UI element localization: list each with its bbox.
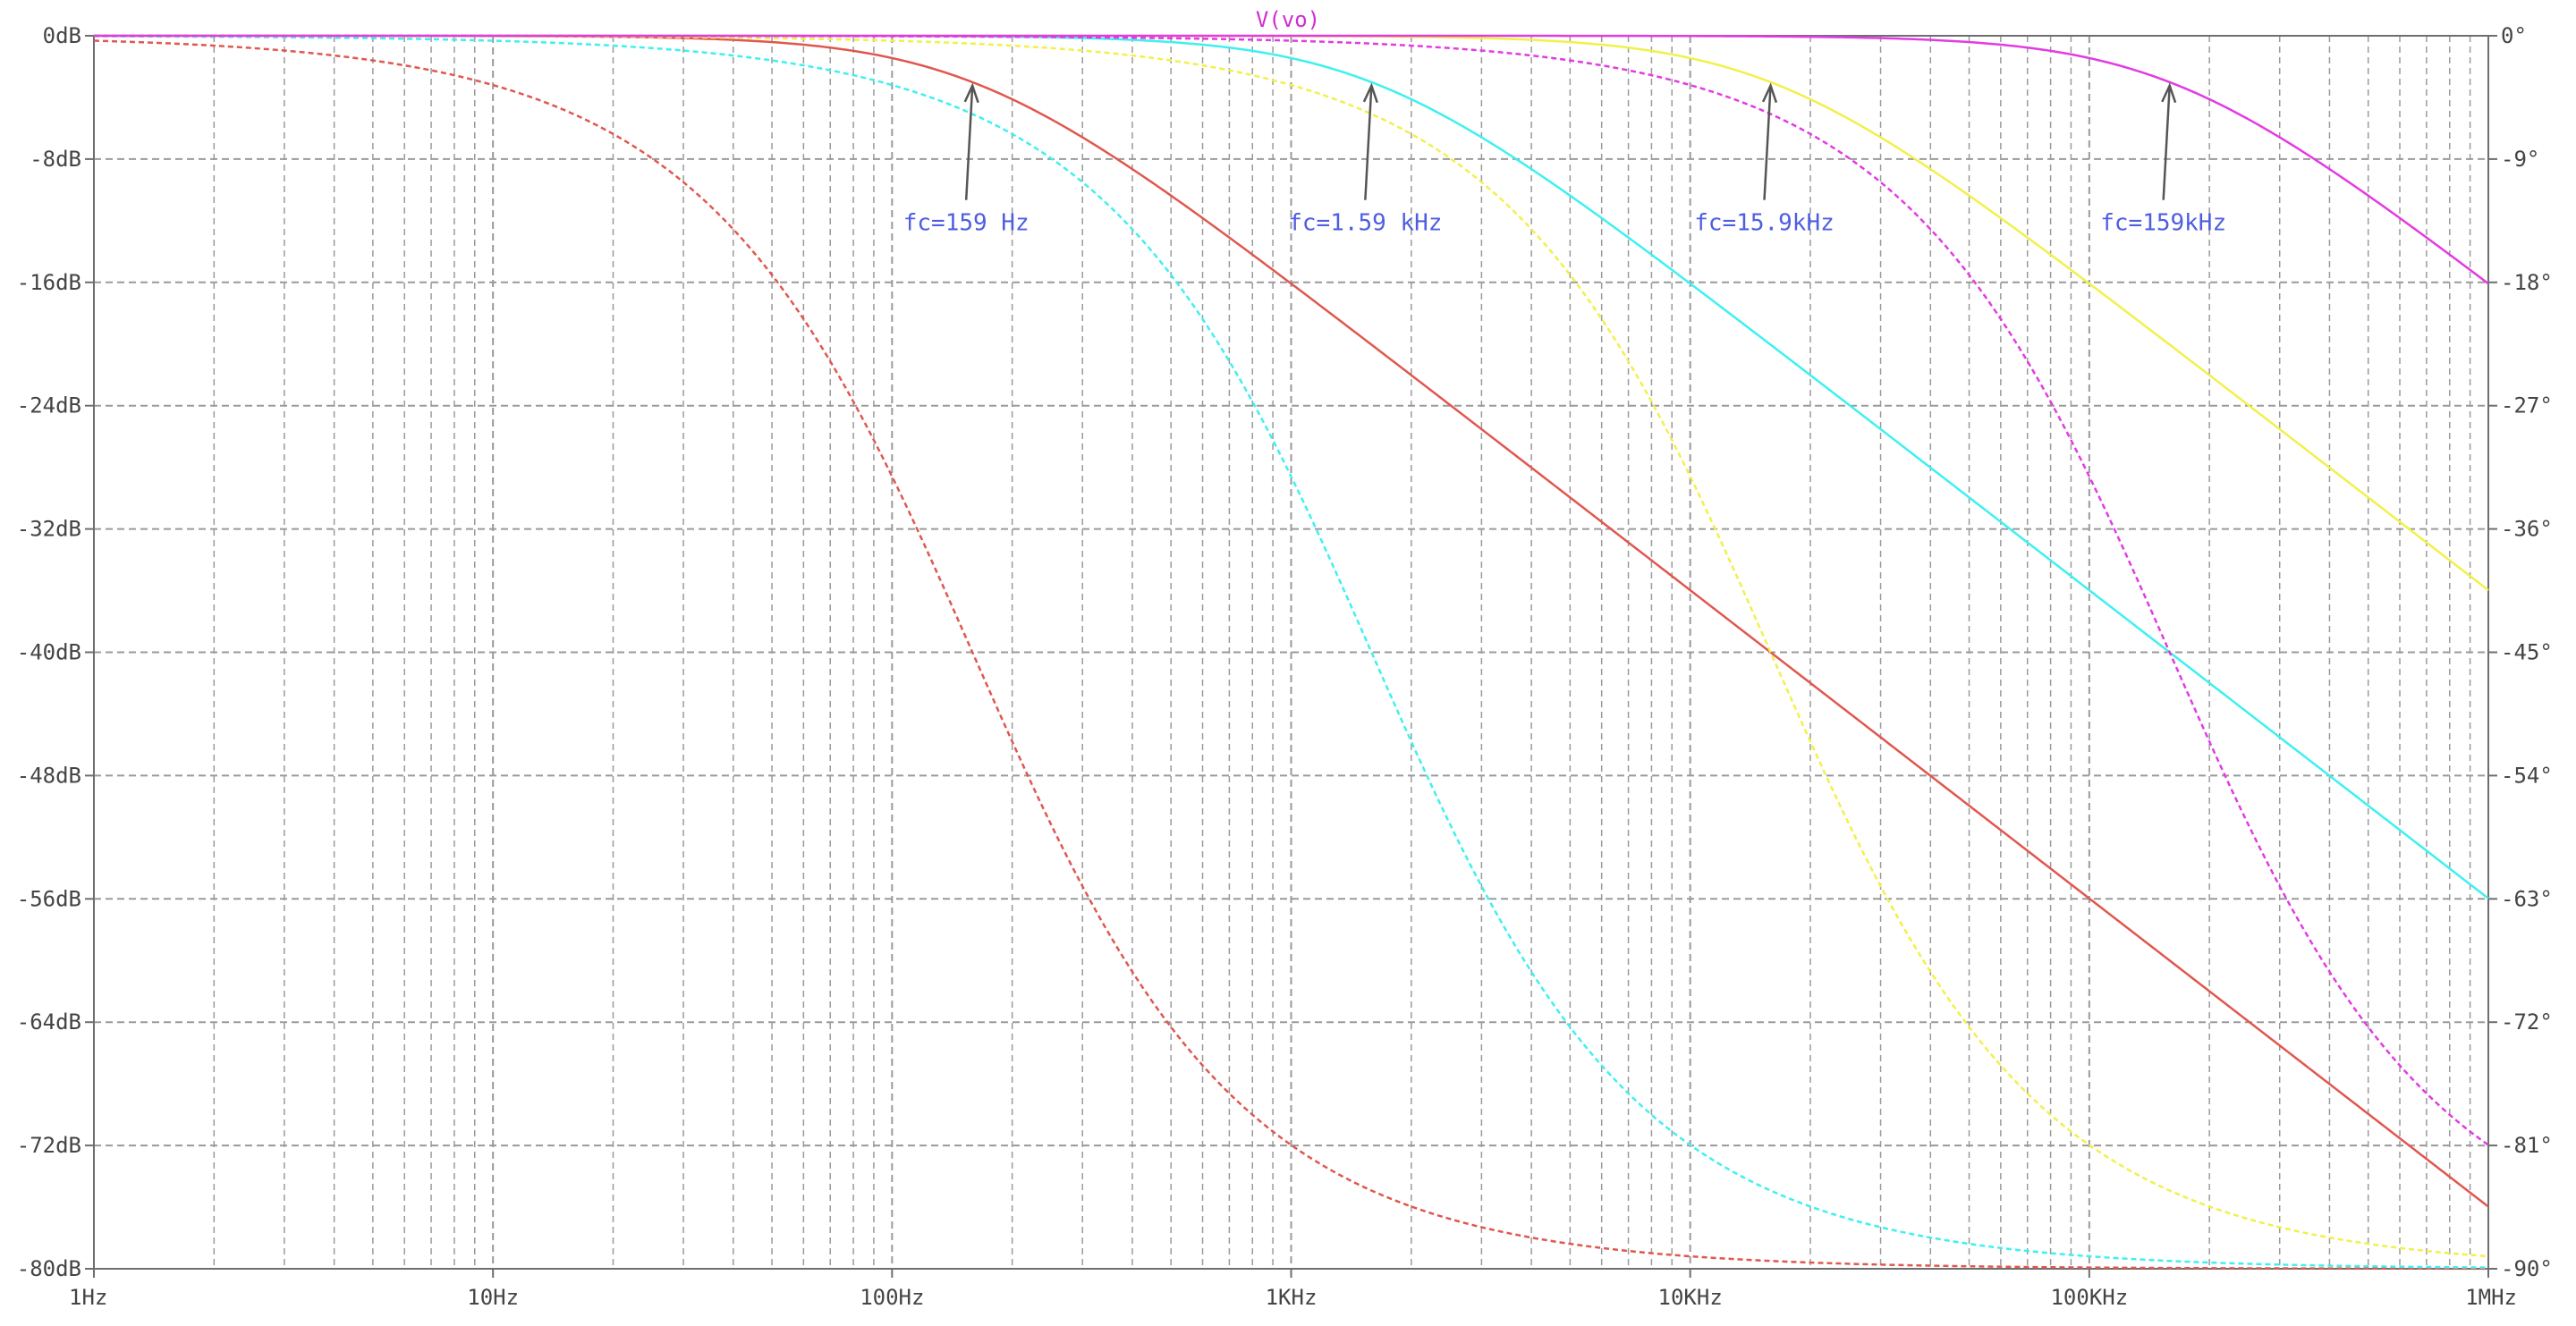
annotation-arrow-head xyxy=(2161,82,2177,104)
y2-tick-label: -18° xyxy=(2501,270,2553,295)
y2-tick-label: -9° xyxy=(2501,147,2539,172)
phase-curve xyxy=(94,34,2489,1258)
annotation-arrow-head xyxy=(1761,82,1778,104)
magnitude-curve xyxy=(94,34,2489,285)
y2-tick-label: -45° xyxy=(2501,640,2553,665)
y2-tick-label: -90° xyxy=(2501,1256,2553,1281)
y-tick-label: -72dB xyxy=(17,1133,81,1158)
annotation-arrow-shaft xyxy=(2162,85,2171,200)
y-tick-label: -64dB xyxy=(17,1009,81,1035)
x-tick-label: 100Hz xyxy=(860,1285,924,1310)
annotation-arrow-shaft xyxy=(964,85,974,200)
y-tick-label: -56dB xyxy=(17,886,81,911)
chart-title: V(vo) xyxy=(1256,7,1320,32)
y-tick-label: 0dB xyxy=(43,23,81,48)
y2-tick-label: -36° xyxy=(2501,517,2553,542)
y-tick-label: -80dB xyxy=(17,1256,81,1281)
annotation-label: fc=159 Hz xyxy=(903,210,1030,237)
x-tick-label: 1Hz xyxy=(69,1285,107,1310)
annotation-arrow-shaft xyxy=(1763,85,1772,200)
y-tick-label: -40dB xyxy=(17,640,81,665)
y2-tick-label: -81° xyxy=(2501,1133,2553,1158)
y-tick-label: -48dB xyxy=(17,763,81,788)
y2-tick-label: -27° xyxy=(2501,393,2553,418)
y-tick-label: -16dB xyxy=(17,270,81,295)
annotation-arrow-head xyxy=(963,82,979,104)
x-tick-label: 10KHz xyxy=(1658,1285,1723,1310)
annotation-label: fc=15.9kHz xyxy=(1694,210,1835,237)
y2-tick-label: -54° xyxy=(2501,763,2553,788)
y2-tick-label: -72° xyxy=(2501,1009,2553,1035)
x-tick-label: 1KHz xyxy=(1266,1285,1318,1310)
y-tick-label: -24dB xyxy=(17,393,81,418)
phase-curve xyxy=(93,35,2489,1269)
y-tick-label: -8dB xyxy=(30,147,81,172)
x-tick-label: 1MHz xyxy=(2465,1285,2517,1310)
annotation-arrow-shaft xyxy=(1364,85,1373,200)
y2-tick-label: -63° xyxy=(2501,886,2553,911)
x-tick-label: 10Hz xyxy=(467,1285,519,1310)
y2-tick-label: 0° xyxy=(2501,23,2527,48)
y-tick-label: -32dB xyxy=(17,517,81,542)
annotation-label: fc=1.59 kHz xyxy=(1288,210,1442,237)
phase-curve xyxy=(93,39,2488,1271)
annotation-label: fc=159kHz xyxy=(2100,210,2226,237)
x-tick-label: 100KHz xyxy=(2050,1285,2128,1310)
annotation-arrow-head xyxy=(1362,82,1378,104)
phase-curve xyxy=(94,34,2489,1146)
